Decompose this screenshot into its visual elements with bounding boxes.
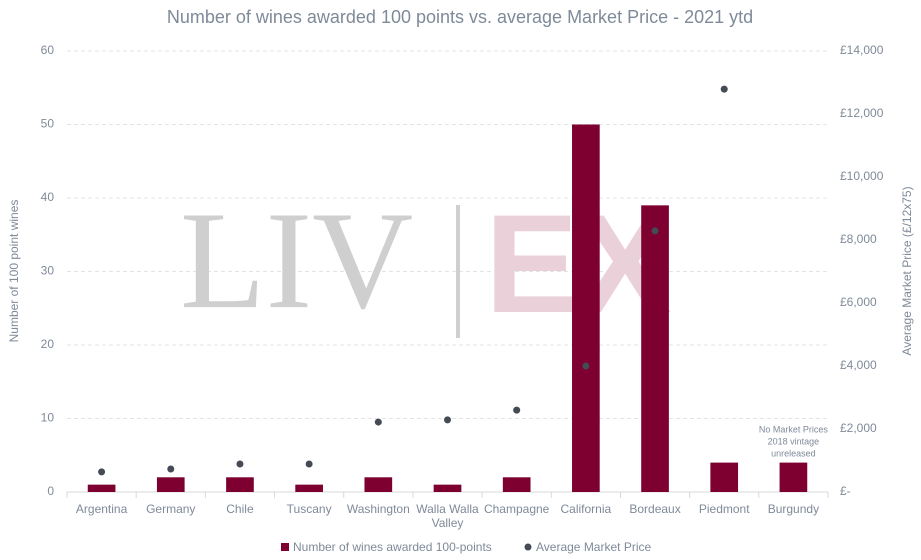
x-tick-label-box: Bordeaux <box>629 502 681 516</box>
y2-tick-label: £10,000 <box>840 169 884 183</box>
annotation: No Market Prices <box>759 424 829 434</box>
y-tick-label: 30 <box>41 264 55 278</box>
y2-axis-label: Average Market Price (£/12x75) <box>900 186 914 355</box>
x-tick-label-box: Washington <box>346 502 410 516</box>
y-tick-label: 20 <box>41 337 55 351</box>
y-tick-label: 50 <box>41 117 55 131</box>
bar <box>87 484 116 492</box>
x-tick-label-box: Argentina <box>75 502 128 516</box>
x-tick-label-box: Piedmont <box>698 502 750 516</box>
watermark-text: LIV <box>180 183 413 338</box>
legend-label: Average Market Price <box>536 540 651 554</box>
point <box>98 468 106 476</box>
bar <box>710 462 739 492</box>
y2-tick-label: £8,000 <box>840 232 877 246</box>
bar <box>295 484 323 492</box>
x-tick-label-box: Germany <box>146 502 196 516</box>
x-tick-label: Chile <box>226 502 254 516</box>
x-tick-label-box: Tuscany <box>286 502 332 516</box>
point <box>444 416 451 424</box>
x-tick-label: Burgundy <box>767 502 820 516</box>
x-tick-label-box: Burgundy <box>767 502 820 516</box>
y2-tick-label: £12,000 <box>840 106 884 120</box>
y-axis-label: Number of 100 point wines <box>7 200 21 343</box>
x-tick-label: Tuscany <box>286 502 332 516</box>
bar <box>641 205 669 492</box>
point <box>720 85 728 93</box>
point <box>236 460 244 468</box>
bar <box>156 477 185 492</box>
x-tick-label: Washington <box>346 502 410 516</box>
point <box>305 460 313 468</box>
legend-swatch <box>281 543 289 551</box>
point <box>582 362 590 370</box>
x-tick-label-box: Chile <box>226 502 254 516</box>
bar <box>502 477 531 492</box>
bar <box>572 124 600 492</box>
x-tick-label-box: Walla Walla Valley <box>416 502 479 530</box>
x-tick-label: Argentina <box>75 502 128 516</box>
y-tick-label: 10 <box>41 411 55 425</box>
point <box>374 418 382 426</box>
bar <box>364 477 393 492</box>
bar <box>226 477 254 492</box>
point <box>167 465 175 473</box>
y2-tick-label: £6,000 <box>840 295 877 309</box>
x-tick-label: Champagne <box>483 502 550 516</box>
x-tick-label: Bordeaux <box>629 502 681 516</box>
annotation: 2018 vintage <box>768 436 820 446</box>
y2-tick-label: £2,000 <box>840 421 877 435</box>
annotation: unreleased <box>771 448 816 458</box>
y-tick-label: 60 <box>41 43 55 57</box>
bar <box>433 484 462 492</box>
point <box>513 406 521 414</box>
y-tick-label: 0 <box>47 484 54 498</box>
legend-swatch <box>524 543 532 551</box>
chart-title: Number of wines awarded 100 points vs. a… <box>167 7 753 27</box>
x-tick-label-box: California <box>560 502 612 516</box>
x-tick-label: California <box>560 502 612 516</box>
x-tick-label: Piedmont <box>698 502 750 516</box>
x-tick-label: Walla Walla Valley <box>416 502 479 530</box>
x-tick-label-box: Champagne <box>483 502 550 516</box>
y2-tick-label: £14,000 <box>840 43 884 57</box>
point <box>651 227 659 235</box>
y2-tick-label: £4,000 <box>840 358 877 372</box>
y2-tick-label: £- <box>840 484 851 498</box>
legend-label: Number of wines awarded 100-points <box>293 540 492 554</box>
y-tick-label: 40 <box>41 190 55 204</box>
bar <box>779 462 808 492</box>
x-tick-label: Germany <box>146 502 196 516</box>
